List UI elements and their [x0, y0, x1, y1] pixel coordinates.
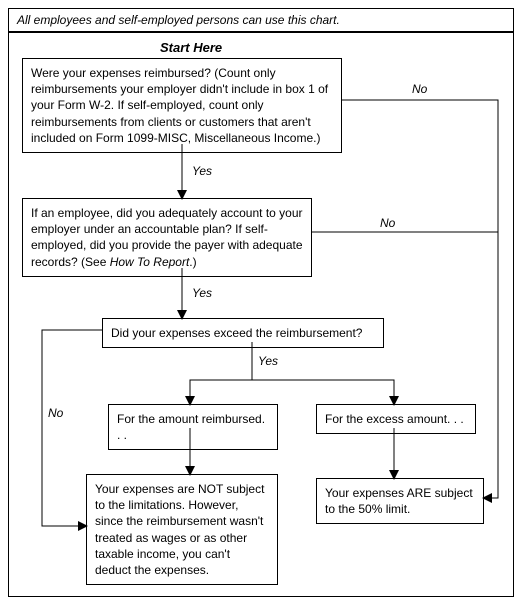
node-result-not-subject: Your expenses are NOT subject to the lim…: [86, 474, 278, 585]
node-q1: Were your expenses reimbursed? (Count on…: [22, 58, 342, 153]
node-q2-italic: How To Report: [110, 255, 190, 269]
chart-container: All employees and self-employed persons …: [0, 0, 523, 605]
start-here-label: Start Here: [160, 40, 222, 55]
node-q3: Did your expenses exceed the reimburseme…: [102, 318, 384, 348]
node-result-not-subject-text: Your expenses are NOT subject to the lim…: [95, 482, 264, 577]
node-split-reimbursed: For the amount reimbursed. . .: [108, 404, 278, 450]
node-result-subject: Your expenses ARE subject to the 50% lim…: [316, 478, 484, 524]
node-split-excess: For the excess amount. . .: [316, 404, 476, 434]
node-q2-text-after: .): [189, 255, 196, 269]
node-q2: If an employee, did you adequately accou…: [22, 198, 312, 277]
header-text: All employees and self-employed persons …: [17, 13, 340, 27]
node-q1-text: Were your expenses reimbursed? (Count on…: [31, 66, 328, 145]
edge-label-no-8: No: [48, 406, 63, 420]
edge-label-yes-2: Yes: [192, 286, 212, 300]
edge-label-no-3: No: [380, 216, 395, 230]
edge-label-no-1: No: [412, 82, 427, 96]
node-q3-text: Did your expenses exceed the reimburseme…: [111, 326, 362, 340]
node-split-reimbursed-text: For the amount reimbursed. . .: [117, 412, 265, 442]
header-box: All employees and self-employed persons …: [8, 8, 514, 32]
edge-label-yes-0: Yes: [192, 164, 212, 178]
edge-label-yes-4: Yes: [258, 354, 278, 368]
node-split-excess-text: For the excess amount. . .: [325, 412, 464, 426]
node-result-subject-text: Your expenses ARE subject to the 50% lim…: [325, 486, 473, 516]
